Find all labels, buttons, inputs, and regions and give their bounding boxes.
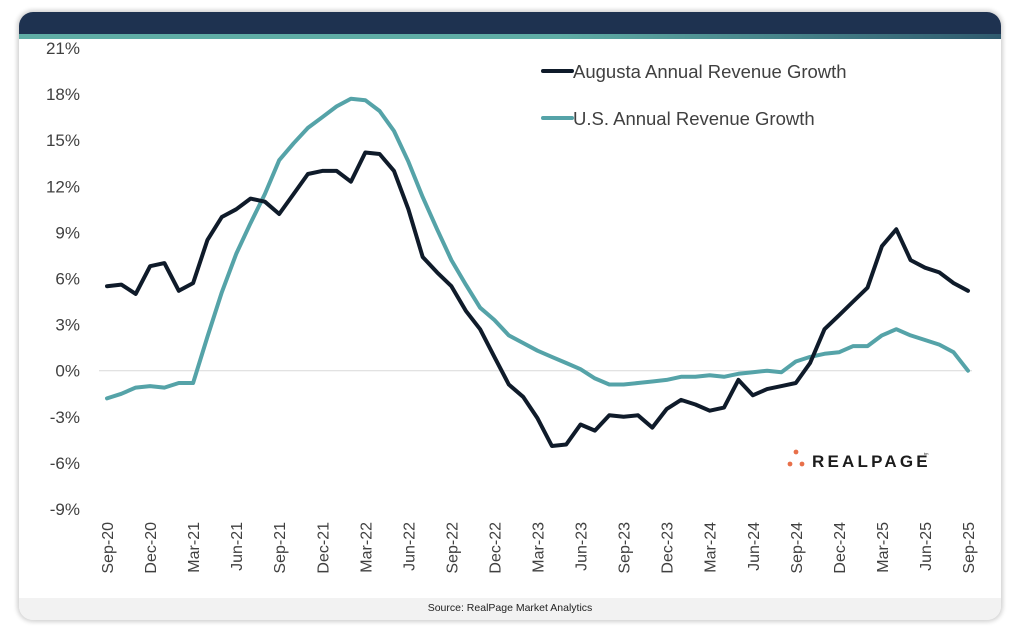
x-tick-label: Jun-22 <box>401 522 418 571</box>
x-tick-label: Jun-24 <box>746 522 763 571</box>
logo-trademark: tm <box>924 451 929 456</box>
y-tick-label: -3% <box>50 408 80 427</box>
x-tick-label: Mar-25 <box>875 522 892 573</box>
y-tick-label: -9% <box>50 500 80 519</box>
x-tick-label: Dec-24 <box>832 522 849 574</box>
y-tick-label: 18% <box>46 85 80 104</box>
y-tick-label: 12% <box>46 177 80 196</box>
y-tick-label: 15% <box>46 131 80 150</box>
source-note: Source: RealPage Market Analytics <box>427 602 593 614</box>
x-tick-label: Mar-22 <box>358 522 375 573</box>
x-tick-label: Jun-25 <box>918 522 935 571</box>
x-tick-label: Dec-22 <box>487 522 504 574</box>
footer: Source: RealPage Market Analytics <box>19 598 1001 620</box>
logo-text: REALPAGE <box>812 452 931 471</box>
x-tick-label: Sep-25 <box>961 522 978 574</box>
x-tick-label: Dec-20 <box>143 522 160 574</box>
y-tick-label: 9% <box>55 223 80 242</box>
y-tick-label: 3% <box>55 316 80 335</box>
x-tick-label: Jun-21 <box>229 522 246 571</box>
logo-dots-icon <box>787 449 805 467</box>
x-tick-label: Dec-21 <box>315 522 332 574</box>
y-tick-label: 21% <box>46 39 80 58</box>
y-tick-label: -6% <box>50 454 80 473</box>
legend-label-augusta: Augusta Annual Revenue Growth <box>573 61 847 82</box>
realpage-logo: REALPAGE tm <box>787 449 931 471</box>
legend: Augusta Annual Revenue Growth U.S. Annua… <box>541 61 847 129</box>
x-tick-label: Mar-24 <box>703 522 720 573</box>
x-axis: Sep-20 Dec-20 Mar-21 Jun-21 Sep-21 Dec-21 Mar-… <box>100 522 978 574</box>
legend-item-augusta: Augusta Annual Revenue Growth <box>541 61 847 82</box>
x-tick-label: Sep-23 <box>617 522 634 574</box>
series-lines <box>105 96 970 448</box>
title-bar <box>19 12 1001 34</box>
x-tick-label: Mar-21 <box>186 522 203 573</box>
accent-stripe <box>19 34 1001 39</box>
x-tick-label: Sep-24 <box>789 522 806 574</box>
x-tick-label: Dec-23 <box>660 522 677 574</box>
x-tick-label: Jun-23 <box>574 522 591 571</box>
x-tick-label: Sep-20 <box>100 522 117 574</box>
y-tick-label: 6% <box>55 270 80 289</box>
x-tick-label: Sep-21 <box>272 522 289 574</box>
x-tick-label: Mar-23 <box>531 522 548 573</box>
legend-item-us: U.S. Annual Revenue Growth <box>541 108 815 129</box>
y-axis: 21% 18% 15% 12% 9% 6% 3% 0% -3% -6% -9% <box>46 39 80 519</box>
series-line-us <box>105 96 970 401</box>
y-tick-label: 0% <box>55 362 80 381</box>
legend-label-us: U.S. Annual Revenue Growth <box>573 108 815 129</box>
x-tick-label: Sep-22 <box>444 522 461 574</box>
series-line-augusta <box>105 150 970 448</box>
